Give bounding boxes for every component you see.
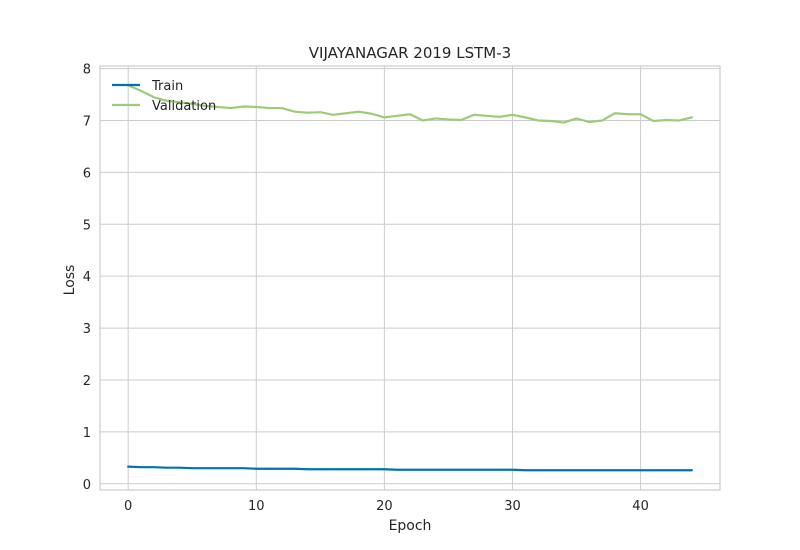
- series-layer: [127, 84, 693, 472]
- series-line-validation: [127, 84, 693, 124]
- y-tick-label: 7: [83, 114, 91, 129]
- y-tick-label: 8: [83, 63, 91, 78]
- y-tick-label: 2: [83, 374, 91, 389]
- x-tick-label: 30: [504, 499, 521, 514]
- y-tick-label: 5: [83, 218, 91, 233]
- y-axis-label: Loss: [62, 265, 78, 296]
- x-tick-label: 40: [632, 499, 649, 514]
- y-tick-label: 6: [83, 166, 91, 181]
- grid: [100, 66, 720, 490]
- y-tick-label: 1: [83, 426, 91, 441]
- x-tick-label: 10: [248, 499, 265, 514]
- y-tick-labels: 0 1 2 3 4 5 6 7 8: [83, 63, 91, 493]
- chart-title: VIJAYANAGAR 2019 LSTM-3: [309, 44, 511, 62]
- y-tick-label: 3: [83, 322, 91, 337]
- legend: Train Validation: [112, 79, 216, 114]
- x-tick-labels: 0 10 20 30 40: [124, 499, 649, 514]
- plot-frame: [99, 65, 721, 491]
- y-tick-label: 4: [83, 270, 91, 285]
- series-line-train: [127, 465, 693, 472]
- legend-label-train: Train: [151, 79, 183, 94]
- legend-label-validation: Validation: [152, 99, 216, 114]
- y-tick-label: 0: [83, 478, 91, 493]
- x-tick-label: 20: [376, 499, 393, 514]
- x-axis-label: Epoch: [389, 518, 432, 534]
- plot-area: [100, 66, 720, 490]
- x-tick-label: 0: [124, 499, 132, 514]
